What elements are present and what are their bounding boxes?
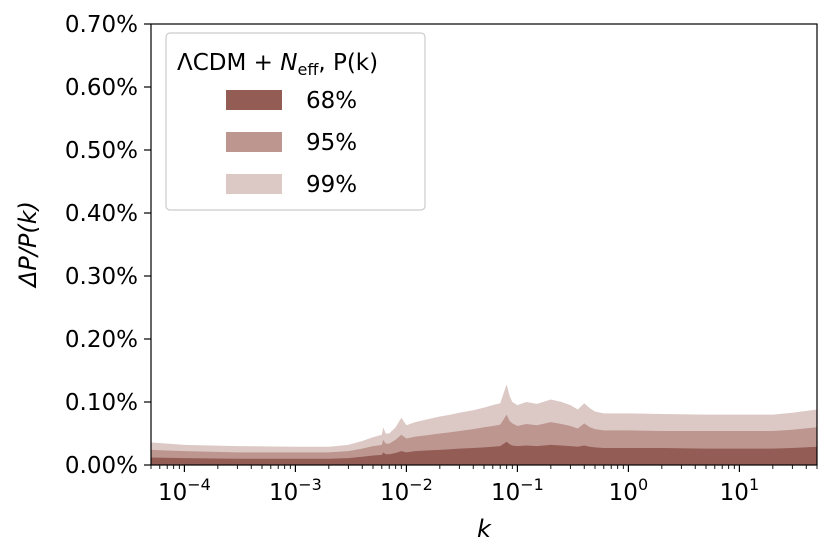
legend: ΛCDM + Neff, P(k) 68% 95% 99% xyxy=(165,32,426,211)
chart-areas xyxy=(151,384,817,465)
area-68pct xyxy=(151,441,817,465)
y-tick-label: 0.50% xyxy=(65,138,138,164)
y-tick-label: 0.30% xyxy=(65,264,138,290)
y-tick-label: 0.40% xyxy=(65,201,138,227)
y-tick-label: 0.00% xyxy=(65,453,138,479)
legend-swatch xyxy=(226,174,282,194)
chart-ticks: 0.00% 0.10% 0.20% 0.30% 0.40% 0.50% 0.60% 0.70%… xyxy=(65,12,818,506)
legend-swatch xyxy=(226,132,282,152)
y-axis-label: ΔP/P(k) xyxy=(14,201,42,289)
y-tick-label: 0.10% xyxy=(65,390,138,416)
y-tick-label: 0.60% xyxy=(65,75,138,101)
x-tick-label: 10−4 xyxy=(158,475,211,506)
legend-label: 68% xyxy=(306,88,357,114)
plot-frame xyxy=(150,23,818,466)
legend-box xyxy=(165,32,426,211)
x-tick-label: 100 xyxy=(609,475,648,506)
legend-label: 95% xyxy=(306,130,357,156)
y-tick-label: 0.70% xyxy=(65,12,138,38)
x-tick-label: 10−3 xyxy=(269,475,322,506)
y-tick-label: 0.20% xyxy=(65,327,138,353)
x-tick-label: 10−1 xyxy=(491,475,544,506)
legend-swatch xyxy=(226,90,282,110)
x-axis-label: k xyxy=(477,515,492,543)
legend-title: ΛCDM + Neff, P(k) xyxy=(177,50,378,79)
x-tick-label: 10−2 xyxy=(380,475,433,506)
legend-label: 99% xyxy=(306,172,357,198)
x-tick-label: 101 xyxy=(720,475,759,506)
